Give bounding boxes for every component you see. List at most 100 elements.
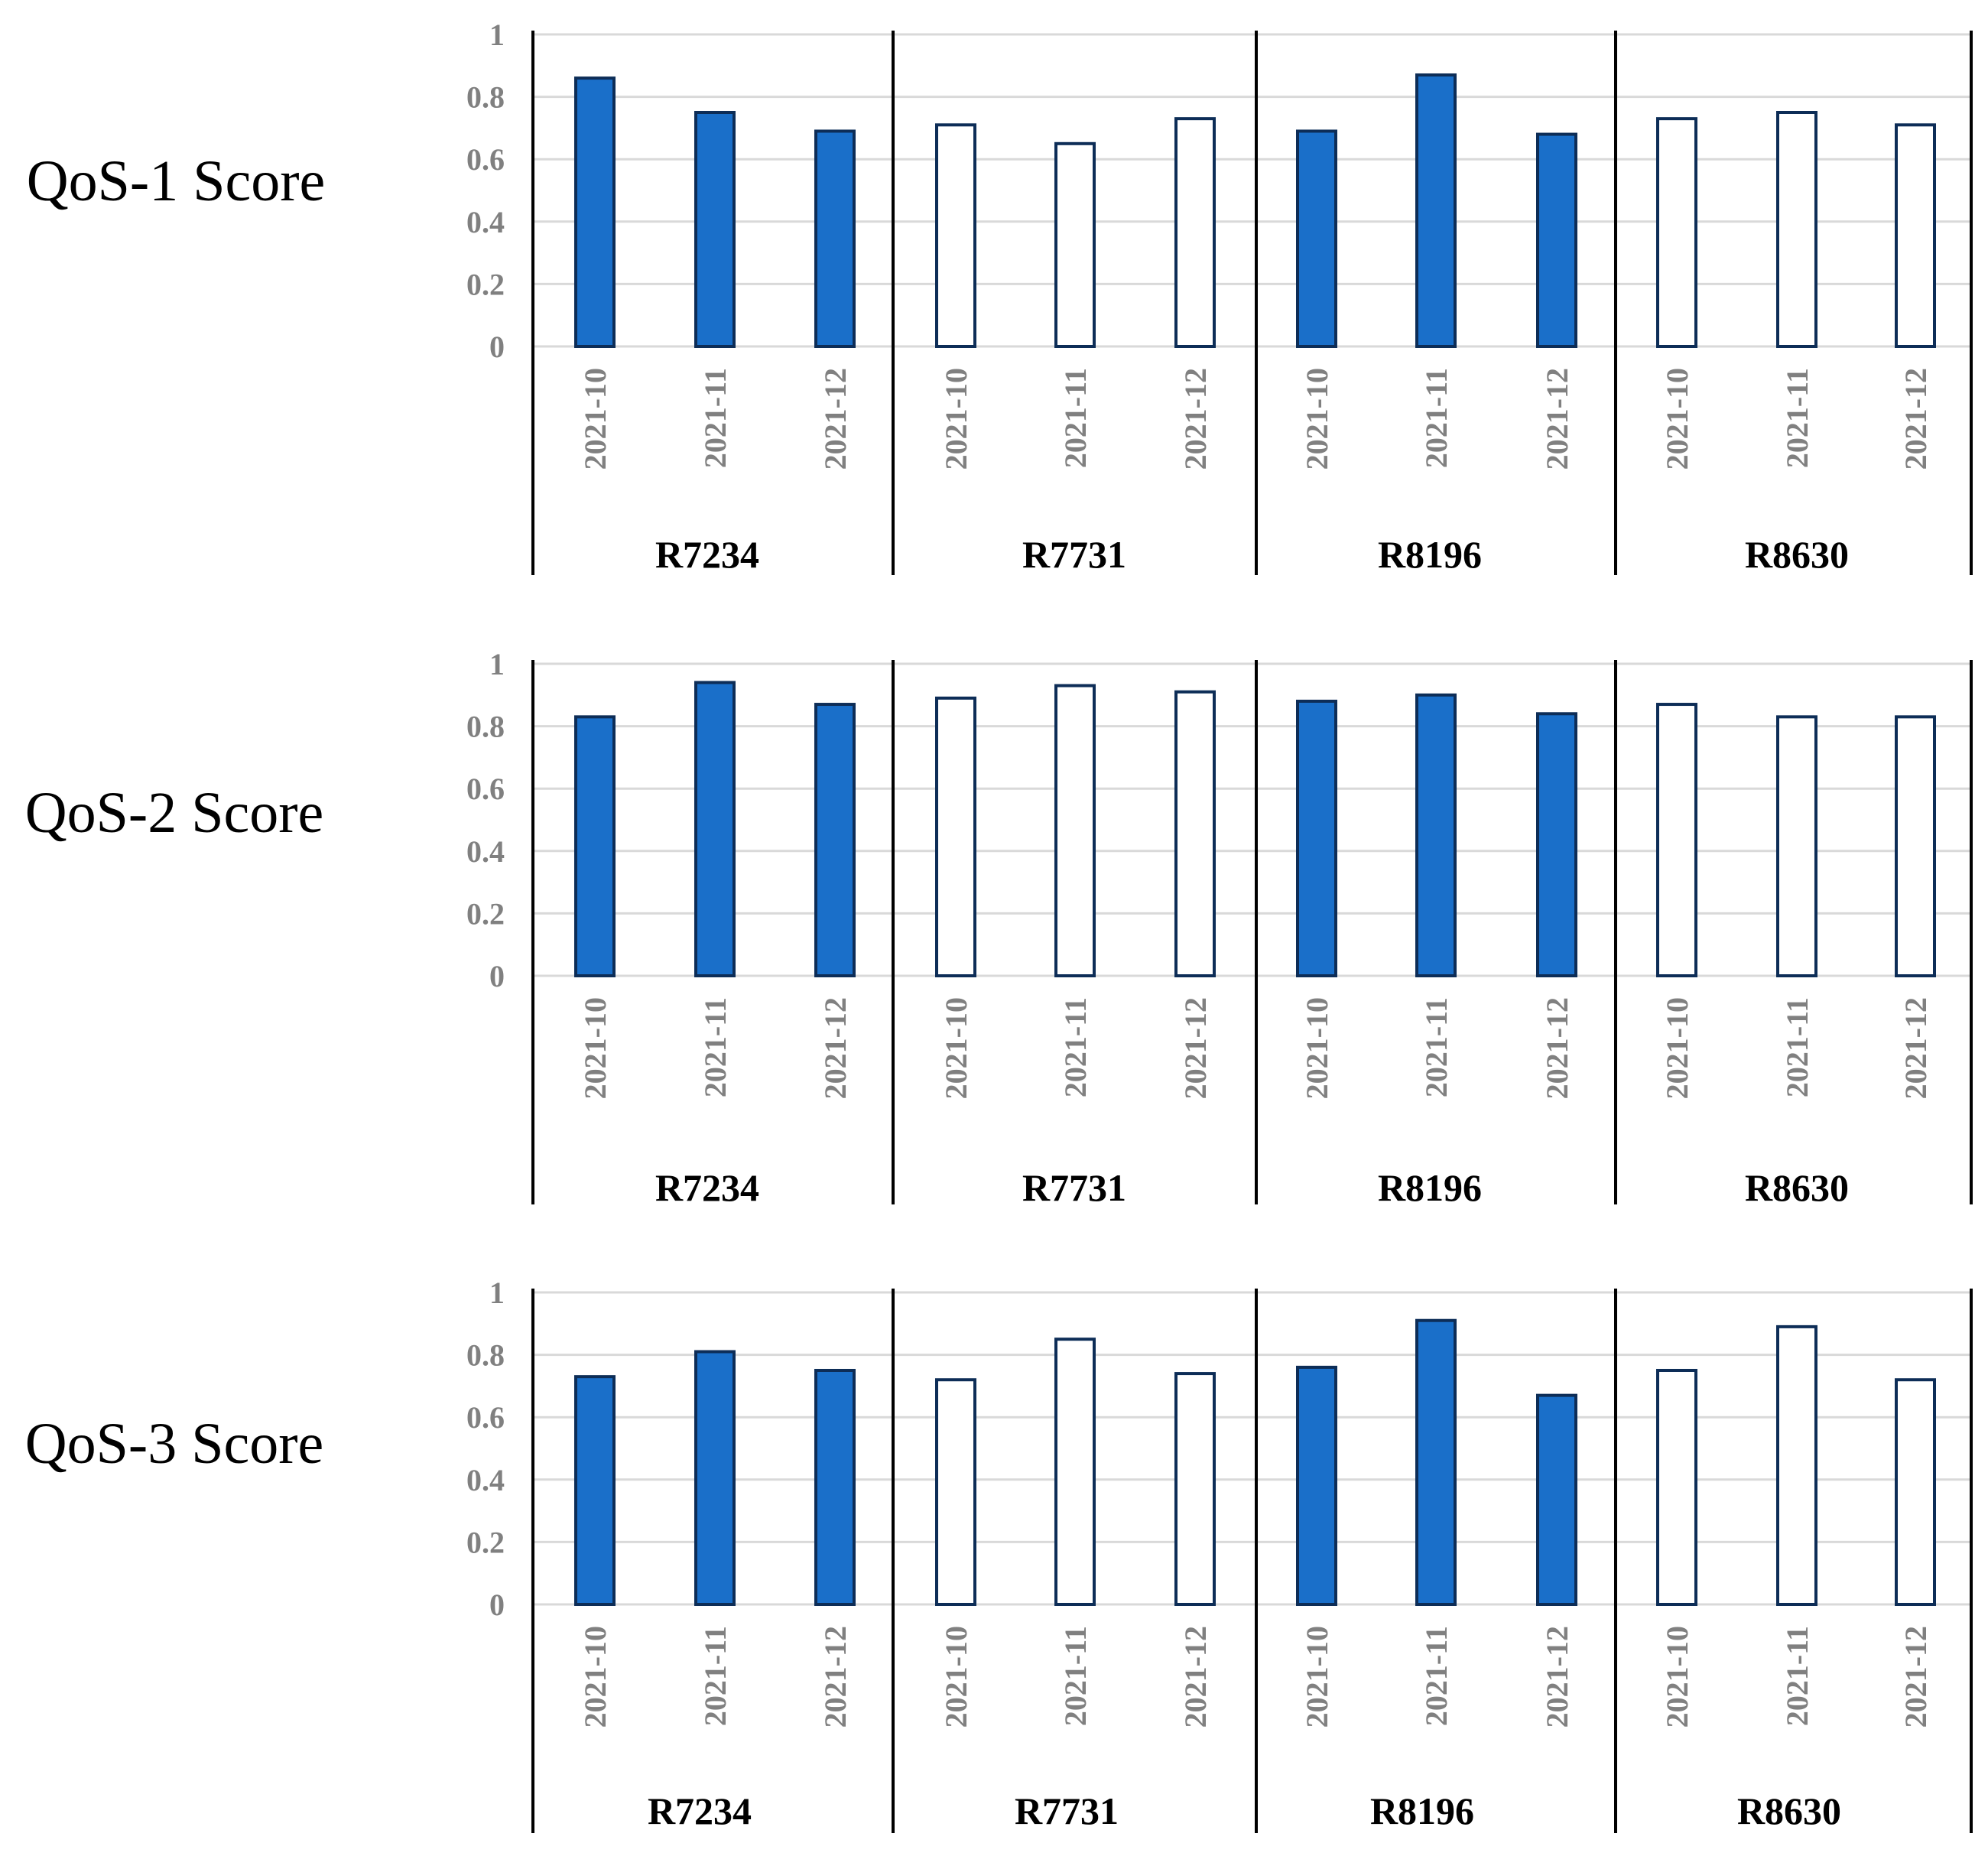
bar: [1895, 715, 1936, 977]
x-tick-label: 2021-12: [1899, 368, 1933, 470]
group-label: R7234: [655, 533, 759, 576]
bar: [694, 111, 736, 348]
chart-row-1: QoS-1 Score 0 0.2 0.4 0.6 0.8 1 2021-10 2021-11 2…: [27, 18, 1973, 576]
x-tick-label: 2021-10: [939, 368, 973, 470]
chart-title: QoS-1 Score: [27, 149, 326, 213]
bar: [1054, 684, 1096, 977]
x-tick-label: 2021-11: [698, 1626, 733, 1726]
y-tick-label: 0.6: [466, 1400, 505, 1435]
group-label: R8630: [1745, 1166, 1849, 1209]
y-tick-label: 0: [489, 1588, 505, 1622]
x-tick-label: 2021-11: [698, 368, 733, 468]
y-tick-label: 0.6: [466, 142, 505, 177]
bar: [1296, 129, 1337, 348]
x-tick-label: 2021-10: [578, 997, 612, 1099]
x-tick-label: 2021-12: [1540, 997, 1574, 1099]
x-tick-label: 2021-12: [1899, 997, 1933, 1099]
x-tick-label: 2021-12: [818, 368, 853, 470]
x-tick-label: 2021-10: [1300, 1626, 1334, 1728]
y-tick-label: 0.4: [466, 834, 505, 869]
y-tick-label: 0: [489, 959, 505, 993]
x-tick-label: 2021-11: [698, 997, 733, 1097]
y-tick-label: 0: [489, 330, 505, 364]
x-tick-label: 2021-11: [1419, 997, 1454, 1097]
x-tick-label: 2021-12: [818, 1626, 853, 1728]
y-tick-label: 0.2: [466, 267, 505, 301]
bar: [1174, 690, 1216, 977]
group-label: R7731: [1022, 1166, 1126, 1209]
y-tick-label: 1: [489, 18, 505, 52]
bar: [1174, 117, 1216, 348]
x-tick-label: 2021-11: [1780, 1626, 1814, 1726]
bar: [1054, 1338, 1096, 1606]
group-label: R7234: [648, 1789, 752, 1832]
x-tick-label: 2021-12: [1899, 1626, 1933, 1728]
bar: [1174, 1372, 1216, 1606]
x-tick-label: 2021-12: [818, 997, 853, 1099]
y-tick-label: 0.4: [466, 205, 505, 239]
bar: [1656, 703, 1697, 977]
bar: [1776, 111, 1817, 348]
x-tick-label: 2021-11: [1780, 368, 1814, 468]
x-tick-label: 2021-11: [1058, 997, 1093, 1097]
x-tick-label: 2021-12: [1178, 1626, 1213, 1728]
chart-row-2: QoS-2 Score 0 0.2 0.4 0.6 0.8 1 2021-10 2021-11 2…: [25, 647, 1973, 1209]
bar: [935, 1378, 976, 1606]
bar: [935, 696, 976, 977]
x-tick-label: 2021-11: [1058, 368, 1093, 468]
y-tick-label: 0.8: [466, 80, 505, 115]
y-tick-label: 0.6: [466, 772, 505, 806]
bar: [1776, 1325, 1817, 1606]
bar: [1536, 1393, 1577, 1606]
group-label: R8196: [1378, 533, 1482, 576]
y-tick-label: 0.2: [466, 896, 505, 931]
x-tick-label: 2021-12: [1178, 997, 1213, 1099]
bar: [574, 1375, 616, 1607]
x-tick-label: 2021-11: [1419, 1626, 1454, 1726]
bar: [1776, 715, 1817, 977]
bar: [1536, 132, 1577, 348]
bar: [1415, 693, 1457, 977]
bar: [1415, 73, 1457, 348]
x-tick-label: 2021-11: [1419, 368, 1454, 468]
bar: [1656, 117, 1697, 348]
bar: [814, 1369, 856, 1606]
x-tick-label: 2021-12: [1540, 1626, 1574, 1728]
x-tick-label: 2021-10: [1300, 997, 1334, 1099]
group-label: R8196: [1370, 1789, 1474, 1832]
bar: [694, 1350, 736, 1607]
y-tick-label: 0.4: [466, 1463, 505, 1497]
x-tick-label: 2021-10: [1660, 1626, 1694, 1728]
y-tick-label: 1: [489, 647, 505, 681]
chart-title: QoS-2 Score: [25, 781, 324, 845]
chart-title: QoS-3 Score: [25, 1412, 324, 1476]
bar: [574, 76, 616, 349]
x-tick-label: 2021-10: [939, 1626, 973, 1728]
group-label: R8630: [1745, 533, 1849, 576]
bar: [1296, 1365, 1337, 1607]
bar: [694, 681, 736, 977]
x-tick-label: 2021-11: [1058, 1626, 1093, 1726]
group-label: R7731: [1015, 1789, 1119, 1832]
bar: [814, 703, 856, 977]
chart-row-3: QoS-3 Score 0 0.2 0.4 0.6 0.8 1 2021-10 2021-11 2…: [25, 1276, 1973, 1833]
y-tick-label: 0.8: [466, 1338, 505, 1373]
x-tick-label: 2021-11: [1780, 997, 1814, 1097]
bar: [574, 715, 616, 977]
y-tick-label: 0.8: [466, 710, 505, 744]
x-tick-label: 2021-10: [578, 368, 612, 470]
bar: [1296, 699, 1337, 978]
bar: [1536, 712, 1577, 978]
bar: [1415, 1318, 1457, 1606]
bar: [1895, 123, 1936, 348]
group-label: R7731: [1022, 533, 1126, 576]
x-tick-label: 2021-10: [939, 997, 973, 1099]
group-label: R8630: [1737, 1789, 1841, 1832]
bar: [1054, 141, 1096, 349]
group-label: R7234: [655, 1166, 759, 1209]
bar: [814, 129, 856, 348]
bar: [935, 123, 976, 348]
group-label: R8196: [1378, 1166, 1482, 1209]
bar: [1895, 1378, 1936, 1606]
